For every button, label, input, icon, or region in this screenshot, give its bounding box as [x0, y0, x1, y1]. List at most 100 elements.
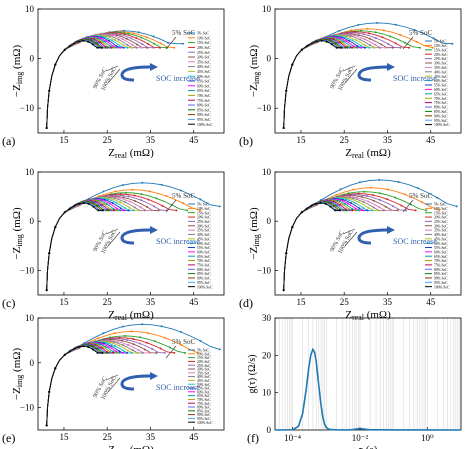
- x-tick-label: 35: [383, 297, 393, 307]
- data-point: [153, 205, 156, 208]
- data-point: [110, 46, 113, 49]
- legend-entry: 50% SoC: [197, 75, 211, 79]
- y-axis-label: g(τ) (Ω/s): [247, 355, 258, 394]
- data-point: [378, 206, 381, 209]
- series-line: [46, 35, 128, 129]
- data-point: [300, 48, 303, 51]
- data-point: [112, 351, 115, 354]
- data-point: [358, 181, 361, 184]
- data-point: [320, 39, 323, 42]
- data-point: [122, 29, 125, 32]
- data-point: [348, 197, 351, 200]
- data-point: [432, 37, 435, 40]
- data-point: [97, 337, 100, 340]
- x-tick-label: 25: [103, 432, 113, 442]
- plot-area: [274, 171, 462, 296]
- data-point: [98, 204, 101, 207]
- data-point: [147, 42, 150, 45]
- legend-entry: 50% SoC: [434, 242, 448, 246]
- data-point: [123, 33, 126, 36]
- data-point: [127, 32, 130, 35]
- legend-entry: 100% SoC: [197, 123, 213, 127]
- annotation-low-soc: 5% SoC: [409, 192, 432, 200]
- drt-panel: 10⁻⁴ 10⁻² 10⁰ 0 10 20 30 τ (s) g(τ) (Ω/s) (f): [247, 313, 462, 449]
- data-point: [141, 181, 144, 184]
- x-tick-label: 15: [59, 432, 69, 442]
- nyquist-panel: 15 25 35 45 10 0 −10 Zreal (mΩ) −Zimg (mΩ) (e) 5% …: [2, 313, 225, 449]
- data-point: [387, 42, 390, 45]
- data-point: [378, 192, 381, 195]
- legend-entry: 50% SoC: [197, 242, 211, 246]
- data-point: [136, 351, 139, 354]
- data-point: [362, 200, 365, 203]
- soc-arrow: [120, 228, 151, 245]
- data-point: [399, 33, 402, 36]
- y-axis-label: −Zimg (mΩ): [248, 45, 261, 98]
- data-point: [389, 35, 392, 38]
- y-tick-label: 0: [30, 358, 35, 368]
- data-point: [48, 252, 51, 255]
- data-point: [341, 209, 343, 212]
- y-tick-label: 0: [30, 54, 35, 64]
- legend-entry: 45% SoC: [434, 75, 448, 79]
- annotation-low-soc: 5% SoC: [172, 29, 195, 37]
- legend-entry: 55% SoC: [434, 246, 448, 250]
- data-point: [384, 205, 387, 208]
- data-point: [107, 39, 110, 42]
- data-point: [121, 339, 124, 342]
- data-point: [391, 46, 394, 49]
- data-point: [339, 188, 342, 191]
- data-point: [155, 351, 158, 354]
- data-point: [358, 209, 361, 212]
- legend-entry: 15% SoC: [434, 48, 448, 52]
- data-point: [116, 209, 119, 212]
- soc-arrow-head: [150, 226, 158, 234]
- data-point: [103, 203, 106, 206]
- data-point: [355, 39, 357, 41]
- data-point: [98, 343, 101, 346]
- data-point: [338, 29, 341, 32]
- legend-entry: 50% SoC: [197, 383, 211, 387]
- data-point: [102, 46, 105, 49]
- data-point: [418, 46, 421, 49]
- data-point: [319, 202, 322, 204]
- data-point: [372, 199, 375, 202]
- data-point: [95, 204, 98, 207]
- data-point: [146, 46, 149, 49]
- data-point: [332, 200, 335, 203]
- soc-arrow-label: SOC increase: [393, 74, 437, 83]
- legend-entry: 95% SoC: [197, 281, 211, 285]
- data-point: [425, 209, 428, 212]
- legend-entry: 75% SoC: [197, 402, 211, 406]
- data-point: [351, 209, 354, 212]
- legend-entry: 65% SoC: [434, 92, 448, 96]
- data-point: [421, 201, 424, 204]
- annotation-pointer: [402, 199, 414, 213]
- data-point: [342, 40, 345, 43]
- legend-entry: 60% SoC: [197, 390, 211, 394]
- data-point: [116, 340, 119, 343]
- data-point: [148, 190, 151, 193]
- data-point: [97, 209, 100, 212]
- data-point: [218, 205, 221, 208]
- data-point: [359, 29, 362, 32]
- legend-entry: 60% SoC: [197, 250, 211, 254]
- data-point: [180, 344, 183, 346]
- y-tick-label: 10: [262, 388, 272, 398]
- data-point: [103, 351, 106, 354]
- data-point: [400, 204, 403, 207]
- legend-entry: 20% SoC: [434, 53, 448, 57]
- data-point: [346, 46, 349, 49]
- data-point: [339, 199, 342, 202]
- data-point: [109, 338, 112, 341]
- x-tick-label: 10⁻²: [352, 433, 369, 443]
- y-axis-label: −Zimg (mΩ): [11, 207, 24, 260]
- data-point: [103, 198, 106, 201]
- x-tick-label: 35: [146, 432, 156, 442]
- data-point: [331, 205, 333, 208]
- x-tick-label: 15: [296, 135, 306, 145]
- data-point: [380, 43, 383, 46]
- data-point: [399, 46, 402, 49]
- data-point: [119, 193, 122, 196]
- data-point: [392, 205, 394, 208]
